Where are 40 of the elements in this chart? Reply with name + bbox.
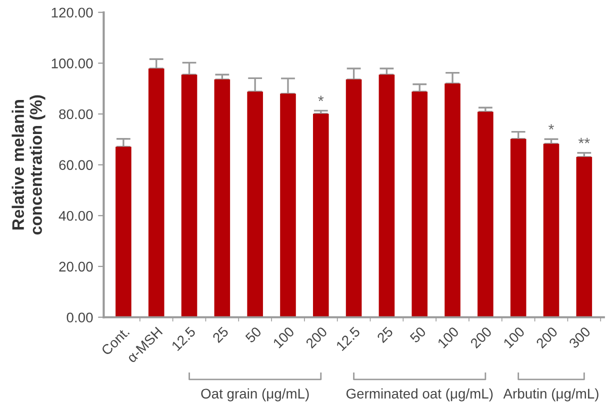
- bar: [478, 112, 494, 318]
- y-tick-label: 0.00: [66, 312, 93, 322]
- bar: [444, 84, 460, 318]
- bar: [510, 138, 526, 318]
- bar: [576, 156, 592, 318]
- x-tick-label: 50: [244, 326, 262, 344]
- text: Arbutin (μg/mL): [503, 388, 598, 402]
- y-axis-title: Relative melanin concentration (%): [12, 95, 46, 235]
- bar: [378, 74, 395, 318]
- x-tick-label: 200: [305, 326, 328, 349]
- bar: [280, 94, 296, 318]
- bar: [116, 146, 132, 318]
- bar: [346, 79, 362, 318]
- data-label: *: [318, 96, 324, 102]
- x-tick-label: 100: [272, 326, 295, 348]
- bar: [148, 68, 164, 318]
- text: Germinated oat (μg/mL): [346, 388, 493, 402]
- bar: [543, 144, 560, 318]
- y-tick-label: 20.00: [59, 262, 93, 272]
- y-tick-label: 100.00: [52, 58, 93, 68]
- x-tick-label: 50: [409, 326, 426, 344]
- text: Oat grain (μg/mL): [201, 388, 309, 402]
- data-label: **: [578, 138, 590, 144]
- x-tick-label: 25: [212, 326, 229, 344]
- x-tick-label: 100: [437, 326, 460, 348]
- y-tick-label: 60.00: [59, 160, 93, 170]
- x-tick-label: 300: [568, 326, 591, 349]
- bar: [312, 114, 329, 318]
- x-tick-label: 200: [536, 326, 558, 349]
- y-tick-label: 40.00: [58, 210, 93, 221]
- bar: [214, 79, 230, 318]
- x-tick-label: 200: [470, 326, 492, 349]
- x-tick-label: 100: [502, 326, 526, 348]
- bar: [181, 74, 198, 318]
- data-label: *: [548, 124, 554, 130]
- bar: [247, 92, 263, 318]
- bar: [412, 92, 428, 318]
- y-tick-label: 80.00: [59, 109, 93, 120]
- y-tick-label: 120.00: [52, 8, 93, 18]
- x-tick-label: 25: [376, 326, 394, 344]
